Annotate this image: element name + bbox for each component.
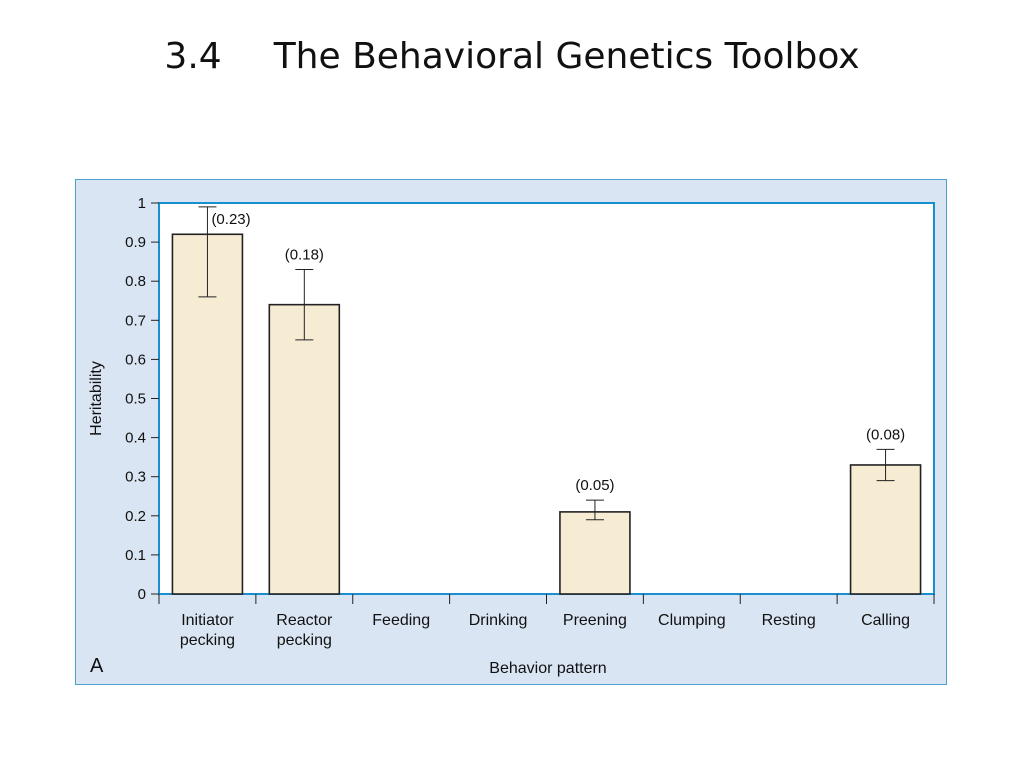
y-tick-label: 1	[138, 195, 146, 212]
y-tick-label: 0.6	[125, 351, 146, 368]
x-tick-label: Calling	[861, 612, 910, 629]
x-tick-label: Drinking	[469, 612, 528, 629]
x-tick-label: Resting	[762, 612, 816, 629]
x-tick-label: pecking	[277, 632, 332, 649]
slide-number: 3.4	[164, 36, 222, 77]
x-axis-title: Behavior pattern	[489, 660, 606, 677]
y-axis-title: Heritability	[88, 361, 105, 436]
heritability-bar-chart: 0 0.1 0.2 0.3 0.4 0.5 0.6 0.7 0.8 0.9 1 (0.23) Initi…	[88, 195, 935, 677]
y-tick-label: 0.5	[125, 391, 146, 408]
slide-title-text: The Behavioral Genetics Toolbox	[273, 36, 860, 77]
y-tick-label: 0.3	[125, 469, 146, 486]
x-tick-label: Preening	[563, 612, 627, 629]
bar	[849, 464, 922, 595]
data-label: (0.18)	[285, 246, 324, 263]
y-tick-label: 0.9	[125, 234, 146, 251]
x-tick-label: Feeding	[372, 612, 430, 629]
bar	[559, 511, 631, 595]
bar	[268, 303, 341, 595]
slide-title: 3.4 The Behavioral Genetics Toolbox	[0, 36, 1024, 77]
figure-panel: 0 0.1 0.2 0.3 0.4 0.5 0.6 0.7 0.8 0.9 1 (0.23) Initi…	[75, 179, 947, 685]
y-tick-label: 0	[138, 586, 146, 603]
data-label: (0.08)	[866, 426, 905, 443]
data-label: (0.23)	[211, 211, 250, 228]
y-tick-label: 0.7	[125, 312, 146, 329]
y-tick-label: 0.2	[125, 508, 146, 525]
x-tick-label: Reactor	[276, 612, 333, 629]
y-tick-label: 0.8	[125, 273, 146, 290]
panel-label: A	[90, 655, 104, 677]
y-tick-label: 0.1	[125, 547, 146, 564]
x-tick-label: pecking	[180, 632, 235, 649]
y-tick-label: 0.4	[125, 430, 146, 447]
x-tick-label: Initiator	[181, 612, 234, 629]
x-tick-label: Clumping	[658, 612, 726, 629]
data-label: (0.05)	[575, 477, 614, 494]
